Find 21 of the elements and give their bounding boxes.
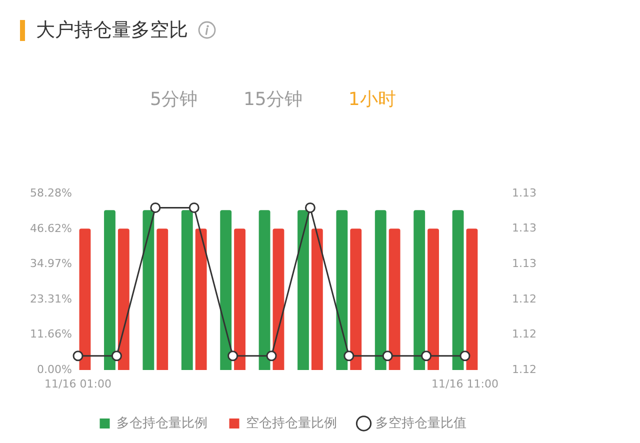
text: 5分钟 [150,87,198,113]
x-tick-label: 11/16 01:00 [44,377,112,390]
y2-tick-label: 1.13 [512,222,536,235]
legend-label: 空仓持仓量比例 [246,416,337,431]
y2-tick-label: 1.13 [512,257,536,270]
text: 1小时 [348,87,396,113]
y2-tick-label: 1.12 [512,328,536,341]
chart-title: 大户持仓量多空比 [36,18,188,43]
y2-tick-label: 1.12 [512,362,536,376]
y-tick-label: 0.00% [37,362,72,376]
legend-label: 多仓持仓量比例 [116,416,208,431]
legend-label: 多空持仓量比值 [375,416,466,431]
y-tick-label: 34.97% [30,257,72,270]
y-tick-label: 58.28% [30,186,72,200]
y2-tick-label: 1.12 [512,292,536,306]
y-tick-label: 11.66% [30,328,72,341]
y-tick-label: 23.31% [30,292,72,306]
text: 15分钟 [243,87,302,113]
y2-tick-label: 1.13 [512,186,536,200]
y-tick-label: 46.62% [30,222,72,235]
x-tick-label: 11/16 11:00 [432,377,498,390]
